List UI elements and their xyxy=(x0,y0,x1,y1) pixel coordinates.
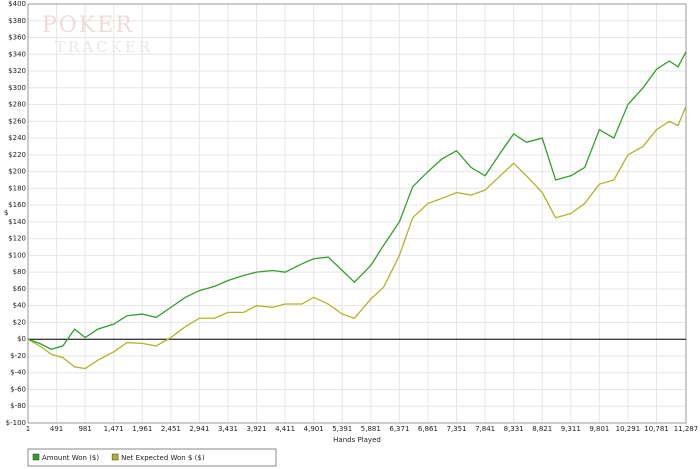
plot-area xyxy=(27,3,687,424)
x-tick-label: 981 xyxy=(78,425,91,433)
watermark: POKER xyxy=(42,13,134,38)
y-tick-label: $260 xyxy=(8,117,26,125)
y-tick-label: $40 xyxy=(13,302,26,310)
y-tick-label: $200 xyxy=(8,168,26,176)
y-tick-label: $400 xyxy=(8,0,26,8)
x-tick-label: 9,801 xyxy=(589,425,609,433)
x-tick-label: 1,961 xyxy=(132,425,152,433)
x-axis-label: Hands Played xyxy=(333,436,381,444)
legend-swatch xyxy=(111,453,119,461)
y-tick-label: $20 xyxy=(13,318,26,326)
x-tick-label: 4,901 xyxy=(304,425,324,433)
y-tick-label: $120 xyxy=(8,235,26,243)
x-tick-label: 1 xyxy=(26,425,30,433)
x-tick-label: 7,351 xyxy=(446,425,466,433)
y-tick-label: $-100 xyxy=(6,419,26,427)
x-tick-label: 5,391 xyxy=(332,425,352,433)
y-tick-label: $0 xyxy=(17,335,26,343)
legend xyxy=(27,448,277,467)
x-tick-label: 4,411 xyxy=(275,425,295,433)
x-tick-label: 491 xyxy=(50,425,63,433)
x-tick-label: 3,431 xyxy=(218,425,238,433)
legend-label: Net Expected Won $ ($) xyxy=(121,454,205,462)
y-tick-label: $80 xyxy=(13,268,26,276)
x-tick-label: 10,291 xyxy=(616,425,641,433)
x-tick-label: 1,471 xyxy=(104,425,124,433)
watermark: TRACKER xyxy=(55,38,153,56)
y-tick-label: $-80 xyxy=(10,402,26,410)
y-tick-label: $280 xyxy=(8,101,26,109)
y-tick-label: $300 xyxy=(8,84,26,92)
y-tick-label: $220 xyxy=(8,151,26,159)
x-tick-label: 8,331 xyxy=(504,425,524,433)
y-tick-label: $240 xyxy=(8,134,26,142)
x-tick-label: 11,287 xyxy=(674,425,699,433)
y-tick-label: $60 xyxy=(13,285,26,293)
y-tick-label: $180 xyxy=(8,184,26,192)
y-tick-label: $140 xyxy=(8,218,26,226)
y-tick-label: $360 xyxy=(8,34,26,42)
y-tick-label: $160 xyxy=(8,201,26,209)
y-tick-label: $100 xyxy=(8,251,26,259)
y-tick-label: $-40 xyxy=(10,369,26,377)
legend-label: Amount Won ($) xyxy=(42,454,99,462)
x-tick-label: 10,781 xyxy=(644,425,669,433)
y-tick-label: $340 xyxy=(8,50,26,58)
x-tick-label: 3,921 xyxy=(247,425,267,433)
x-tick-label: 6,861 xyxy=(418,425,438,433)
legend-swatch xyxy=(32,453,40,461)
y-tick-label: $-20 xyxy=(10,352,26,360)
x-tick-label: 6,371 xyxy=(389,425,409,433)
y-axis-label: $ xyxy=(4,209,8,217)
grid xyxy=(27,3,687,424)
x-tick-label: 9,311 xyxy=(561,425,581,433)
y-tick-label: $380 xyxy=(8,17,26,25)
x-tick-label: 2,451 xyxy=(161,425,181,433)
series-line xyxy=(27,105,687,370)
y-tick-label: $320 xyxy=(8,67,26,75)
x-tick-label: 7,841 xyxy=(475,425,495,433)
series-line xyxy=(27,51,687,350)
x-tick-label: 2,941 xyxy=(189,425,209,433)
x-tick-label: 8,821 xyxy=(532,425,552,433)
x-tick-label: 5,881 xyxy=(361,425,381,433)
y-tick-label: $-60 xyxy=(10,385,26,393)
